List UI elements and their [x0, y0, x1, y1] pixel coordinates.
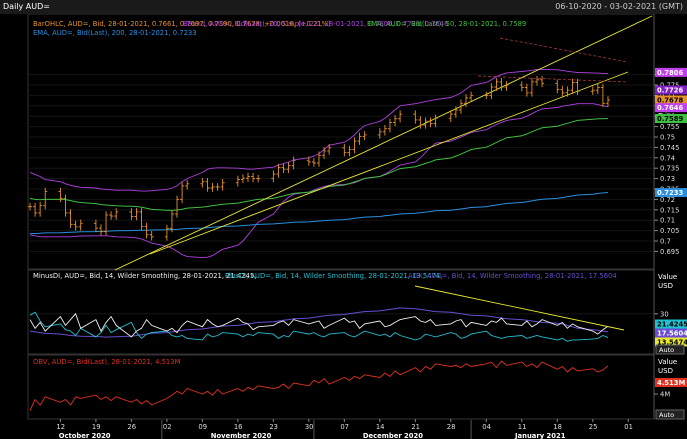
dmi-auto-button[interactable]: Auto — [655, 344, 685, 355]
dmi-badge — [655, 319, 687, 329]
x-tick-label: 09 — [198, 423, 207, 431]
ema200-line — [29, 192, 609, 235]
x-tick-label: 16 — [234, 423, 243, 431]
date-range: 06-10-2020 - 03-02-2021 (GMT) — [555, 2, 683, 11]
legend-barohlc: BarOHLC, AUD=, Bid, 28-01-2021, 0.7661, … — [33, 20, 331, 28]
price-tick-label: 0.74 — [660, 154, 675, 162]
price-tick-label: 0.715 — [660, 206, 679, 214]
price-tick-label: 0.735 — [660, 165, 679, 173]
dmi-legend: MinusDI, AUD=, Bid, 14, Wilder Smoothing… — [33, 272, 617, 280]
x-tick-label: 07 — [340, 423, 349, 431]
obv-auto-button[interactable]: Auto — [655, 409, 685, 420]
dmi-badge — [655, 328, 687, 338]
price-badge-label: 0.7726 — [657, 86, 683, 94]
chart-title: Daily AUD= — [3, 2, 50, 11]
legend-ema200: EMA, AUD=, Bid(Last), 200, 28-01-2021, 0… — [33, 29, 197, 37]
window-header: Daily AUD= 06-10-2020 - 03-02-2021 (GMT) — [0, 0, 687, 14]
price-badge-label: 0.7589 — [657, 115, 683, 123]
price-tick-label: 0.745 — [660, 144, 679, 152]
bband-upper-line — [29, 68, 608, 192]
dmi-tick-label: 30 — [660, 310, 669, 318]
price-tick-label: 0.695 — [660, 248, 679, 256]
x-tick-label: 23 — [269, 423, 278, 431]
x-tick-label: 19 — [92, 423, 101, 431]
plusdi-line — [29, 311, 609, 342]
minusdi-line — [29, 312, 609, 338]
dmi-auto-label: Auto — [659, 346, 674, 354]
legend-minusdi: MinusDI, AUD=, Bid, 14, Wilder Smoothing… — [33, 272, 256, 280]
legend-ema50: EMA, AUD=, Bid(Last), 50, 28-01-2021, 0.… — [367, 20, 526, 28]
x-tick-label: 12 — [56, 423, 65, 431]
price-badge-label: 0.7678 — [657, 96, 683, 104]
x-tick-label: 21 — [411, 423, 420, 431]
legend-plusdi: PlusDI, AUD=, Bid, 14, Wilder Smoothing,… — [225, 272, 442, 280]
adx-trend-line — [414, 285, 625, 331]
obv-plot — [29, 360, 609, 411]
month-label: January 2021 — [514, 432, 566, 439]
obv-legend: OBV, AUD=, Bid(Last), 28-01-2021, 4.513M — [33, 358, 181, 366]
dmi-badge — [655, 337, 687, 347]
price-tick-label: 0.75 — [660, 134, 675, 142]
obv-line — [29, 360, 609, 411]
obv-axis-unit: USD — [658, 367, 673, 375]
obv-auto-label: Auto — [659, 411, 674, 419]
legend-adx: ADX, AUD=, Bid, 14, Wilder Smoothing, 28… — [408, 272, 617, 280]
trend-line-upper — [114, 15, 653, 271]
price-plot — [28, 15, 654, 271]
price-badge-label: 0.7806 — [657, 69, 683, 77]
price-badge — [655, 67, 687, 77]
price-badge — [655, 95, 687, 105]
month-label: November 2020 — [211, 432, 272, 439]
obv-badge — [655, 378, 687, 387]
legend-obv: OBV, AUD=, Bid(Last), 28-01-2021, 4.513M — [33, 358, 181, 366]
dmi-panel-frame — [27, 269, 655, 355]
dmi-badge-label: 21.4245 — [657, 321, 687, 329]
dmi-badge-label: 13.5474 — [657, 339, 687, 347]
price-badge — [655, 85, 687, 95]
axes: 0.6950.70.7050.710.7150.720.7250.730.735… — [56, 67, 687, 439]
adx-line — [29, 307, 609, 338]
chart-canvas[interactable]: BarOHLC, AUD=, Bid, 28-01-2021, 0.7661, … — [0, 14, 687, 439]
price-badge-label: 0.7646 — [657, 104, 683, 112]
price-tick-label: 0.73 — [660, 175, 675, 183]
dmi-plot — [28, 285, 654, 342]
price-badge — [655, 188, 687, 198]
x-tick-label: 26 — [127, 423, 136, 431]
dmi-badge-label: 17.5604 — [657, 330, 687, 338]
obv-tick-label: 4M — [660, 391, 670, 399]
price-tick-label: 0.705 — [660, 227, 679, 235]
support-line — [477, 75, 628, 83]
x-tick-label: 25 — [589, 423, 598, 431]
bband-lower-line — [29, 103, 609, 259]
price-tick-label: 0.7 — [660, 238, 671, 246]
x-tick-label: 01 — [624, 423, 633, 431]
x-tick-label: 18 — [553, 423, 562, 431]
x-tick-label: 02 — [163, 423, 172, 431]
x-tick-label: 14 — [376, 423, 385, 431]
month-label: December 2020 — [363, 432, 423, 439]
obv-axis-title: Value — [658, 358, 677, 366]
x-tick-label: 30 — [305, 423, 314, 431]
price-tick-label: 0.755 — [660, 123, 679, 131]
month-label: October 2020 — [59, 432, 111, 439]
trend-line-lower — [149, 71, 629, 255]
x-tick-label: 04 — [482, 423, 491, 431]
price-badge — [655, 113, 687, 123]
price-tick-label: 0.72 — [660, 196, 675, 204]
x-tick-label: 11 — [518, 423, 527, 431]
price-badge-label: 0.7233 — [657, 189, 683, 197]
price-legend: BarOHLC, AUD=, Bid, 28-01-2021, 0.7661, … — [33, 20, 526, 37]
price-badge — [655, 103, 687, 113]
resistance-line — [499, 37, 628, 63]
obv-badge-label: 4.513M — [657, 379, 685, 387]
price-tick-label: 0.71 — [660, 217, 675, 225]
legend-bband: BBand, AUD=, Bid(Last), 20, Simple, 2.0,… — [183, 20, 448, 28]
dmi-axis-unit: USD — [658, 282, 673, 290]
x-tick-label: 28 — [447, 423, 456, 431]
dmi-axis-title: Value — [658, 273, 677, 281]
